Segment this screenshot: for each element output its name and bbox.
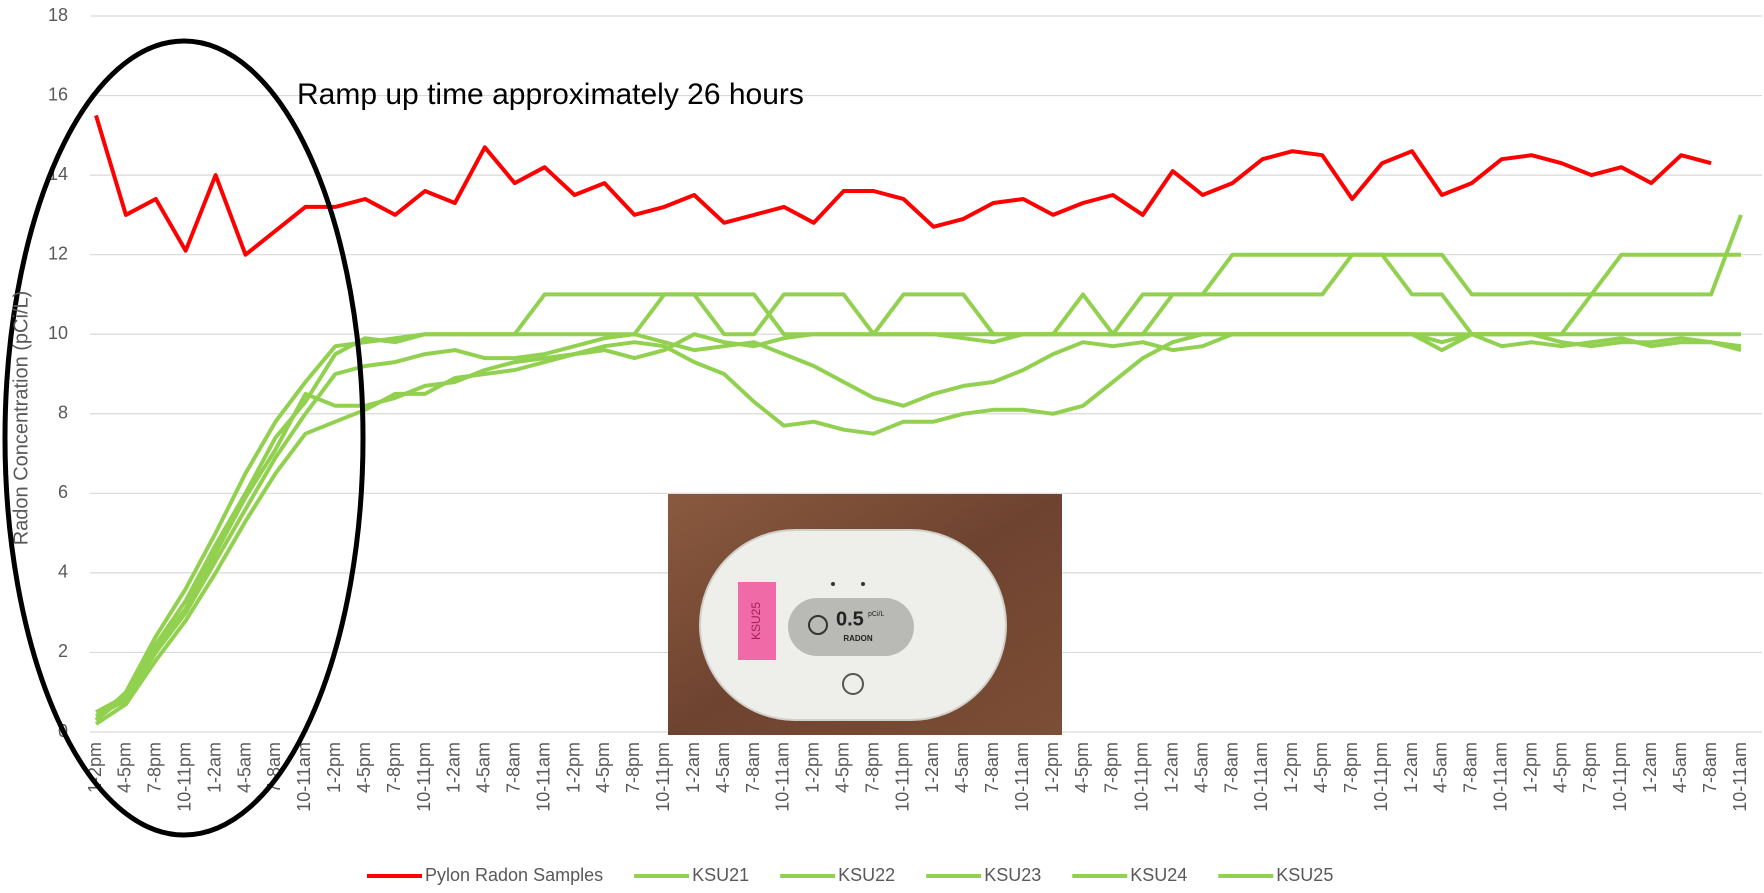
x-tick-label: 10-11am — [533, 742, 553, 812]
x-tick-label: 4-5pm — [1550, 742, 1570, 793]
y-tick-label: 10 — [48, 323, 68, 343]
x-tick-label: 7-8pm — [384, 742, 404, 793]
x-tick-label: 4-5pm — [354, 742, 374, 793]
legend-item: Pylon Radon Samples — [367, 865, 603, 885]
y-tick-label: 18 — [48, 5, 68, 25]
y-tick-label: 2 — [58, 641, 68, 661]
x-tick-label: 1-2pm — [1281, 742, 1301, 793]
x-tick-label: 1-2pm — [563, 742, 583, 793]
x-tick-label: 10-11pm — [414, 742, 434, 812]
x-tick-label: 7-8am — [1700, 742, 1720, 793]
x-tick-label: 1-2am — [683, 742, 703, 793]
x-tick-label: 7-8am — [1461, 742, 1481, 793]
x-tick-label: 7-8pm — [623, 742, 643, 793]
x-tick-label: 10-11pm — [174, 742, 194, 812]
x-tick-label: 4-5am — [234, 742, 254, 793]
display-value: 0.5 — [836, 608, 864, 630]
x-tick-label: 10-11am — [294, 742, 314, 812]
y-tick-label: 4 — [58, 562, 68, 582]
x-tick-label: 1-2am — [922, 742, 942, 793]
x-tick-label: 7-8am — [503, 742, 523, 793]
legend-item: KSU22 — [780, 865, 895, 885]
highlight-ellipse — [5, 41, 363, 835]
legend-item: KSU25 — [1218, 865, 1333, 885]
display-label: RADON — [843, 634, 873, 643]
x-tick-label: 7-8pm — [145, 742, 165, 793]
x-tick-label: 7-8pm — [1102, 742, 1122, 793]
x-tick-label: 10-11pm — [653, 742, 673, 812]
x-tick-label: 4-5am — [952, 742, 972, 793]
y-tick-label: 8 — [58, 403, 68, 423]
x-tick-label: 10-11am — [1490, 742, 1510, 812]
x-tick-label: 10-11am — [1012, 742, 1032, 812]
x-tick-label: 1-2pm — [324, 742, 344, 793]
x-tick-label: 10-11pm — [1610, 742, 1630, 812]
x-tick-label: 7-8pm — [862, 742, 882, 793]
legend-label: Pylon Radon Samples — [425, 865, 603, 885]
x-tick-label: 4-5am — [1191, 742, 1211, 793]
annotation: Ramp up time approximately 26 hours — [297, 78, 804, 111]
x-tick-label: 4-5am — [713, 742, 733, 793]
x-tick-label: 4-5am — [1670, 742, 1690, 793]
legend-item: KSU23 — [926, 865, 1041, 885]
legend-label: KSU25 — [1276, 865, 1333, 885]
x-tick-label: 7-8pm — [1580, 742, 1600, 793]
x-tick-label: 1-2am — [204, 742, 224, 793]
x-tick-label: 7-8pm — [1341, 742, 1361, 793]
x-tick-label: 4-5am — [1431, 742, 1451, 793]
sticker-text: KSU25 — [749, 602, 763, 640]
x-tick-label: 7-8am — [982, 742, 1002, 793]
x-tick-label: 4-5pm — [1072, 742, 1092, 793]
x-tick-label: 7-8am — [1221, 742, 1241, 793]
device-led — [831, 582, 835, 586]
y-tick-label: 12 — [48, 243, 68, 263]
legend-label: KSU23 — [984, 865, 1041, 885]
x-tick-label: 4-5am — [474, 742, 494, 793]
y-tick-label: 6 — [58, 482, 68, 502]
x-tick-label: 10-11am — [1251, 742, 1271, 812]
device-led — [861, 582, 865, 586]
display-unit: pCi/L — [868, 611, 884, 618]
legend-label: KSU21 — [692, 865, 749, 885]
legend-label: KSU24 — [1130, 865, 1187, 885]
x-tick-label: 4-5pm — [1311, 742, 1331, 793]
x-tick-label: 1-2am — [1161, 742, 1181, 793]
x-tick-label: 10-11am — [1730, 742, 1750, 812]
x-tick-label: 4-5pm — [115, 742, 135, 793]
x-tick-label: 1-2pm — [1042, 742, 1062, 793]
x-tick-label: 10-11am — [773, 742, 793, 812]
y-axis-label: Radon Concentration (pCi/L) — [10, 291, 32, 546]
legend-item: KSU24 — [1072, 865, 1187, 885]
chart: 0246810121416181-2pm4-5pm7-8pm10-11pm1-2… — [0, 0, 1764, 893]
x-tick-label: 1-2am — [1640, 742, 1660, 793]
x-tick-label: 4-5pm — [593, 742, 613, 793]
legend-label: KSU22 — [838, 865, 895, 885]
inset-photo: KSU25 0.5 pCi/L RADON — [668, 494, 1062, 735]
x-tick-label: 4-5pm — [832, 742, 852, 793]
x-tick-label: 1-2am — [1401, 742, 1421, 793]
x-tick-label: 1-2pm — [803, 742, 823, 793]
x-tick-label: 10-11pm — [892, 742, 912, 812]
x-tick-label: 10-11pm — [1371, 742, 1391, 812]
legend: Pylon Radon Samples KSU21 KSU22 KSU23 KSU24 K… — [367, 865, 1333, 885]
x-tick-label: 7-8am — [743, 742, 763, 793]
y-tick-label: 16 — [48, 84, 68, 104]
x-tick-label: 1-2am — [444, 742, 464, 793]
x-tick-label: 10-11pm — [1132, 742, 1152, 812]
x-tick-label: 1-2pm — [1520, 742, 1540, 793]
legend-item: KSU21 — [634, 865, 749, 885]
